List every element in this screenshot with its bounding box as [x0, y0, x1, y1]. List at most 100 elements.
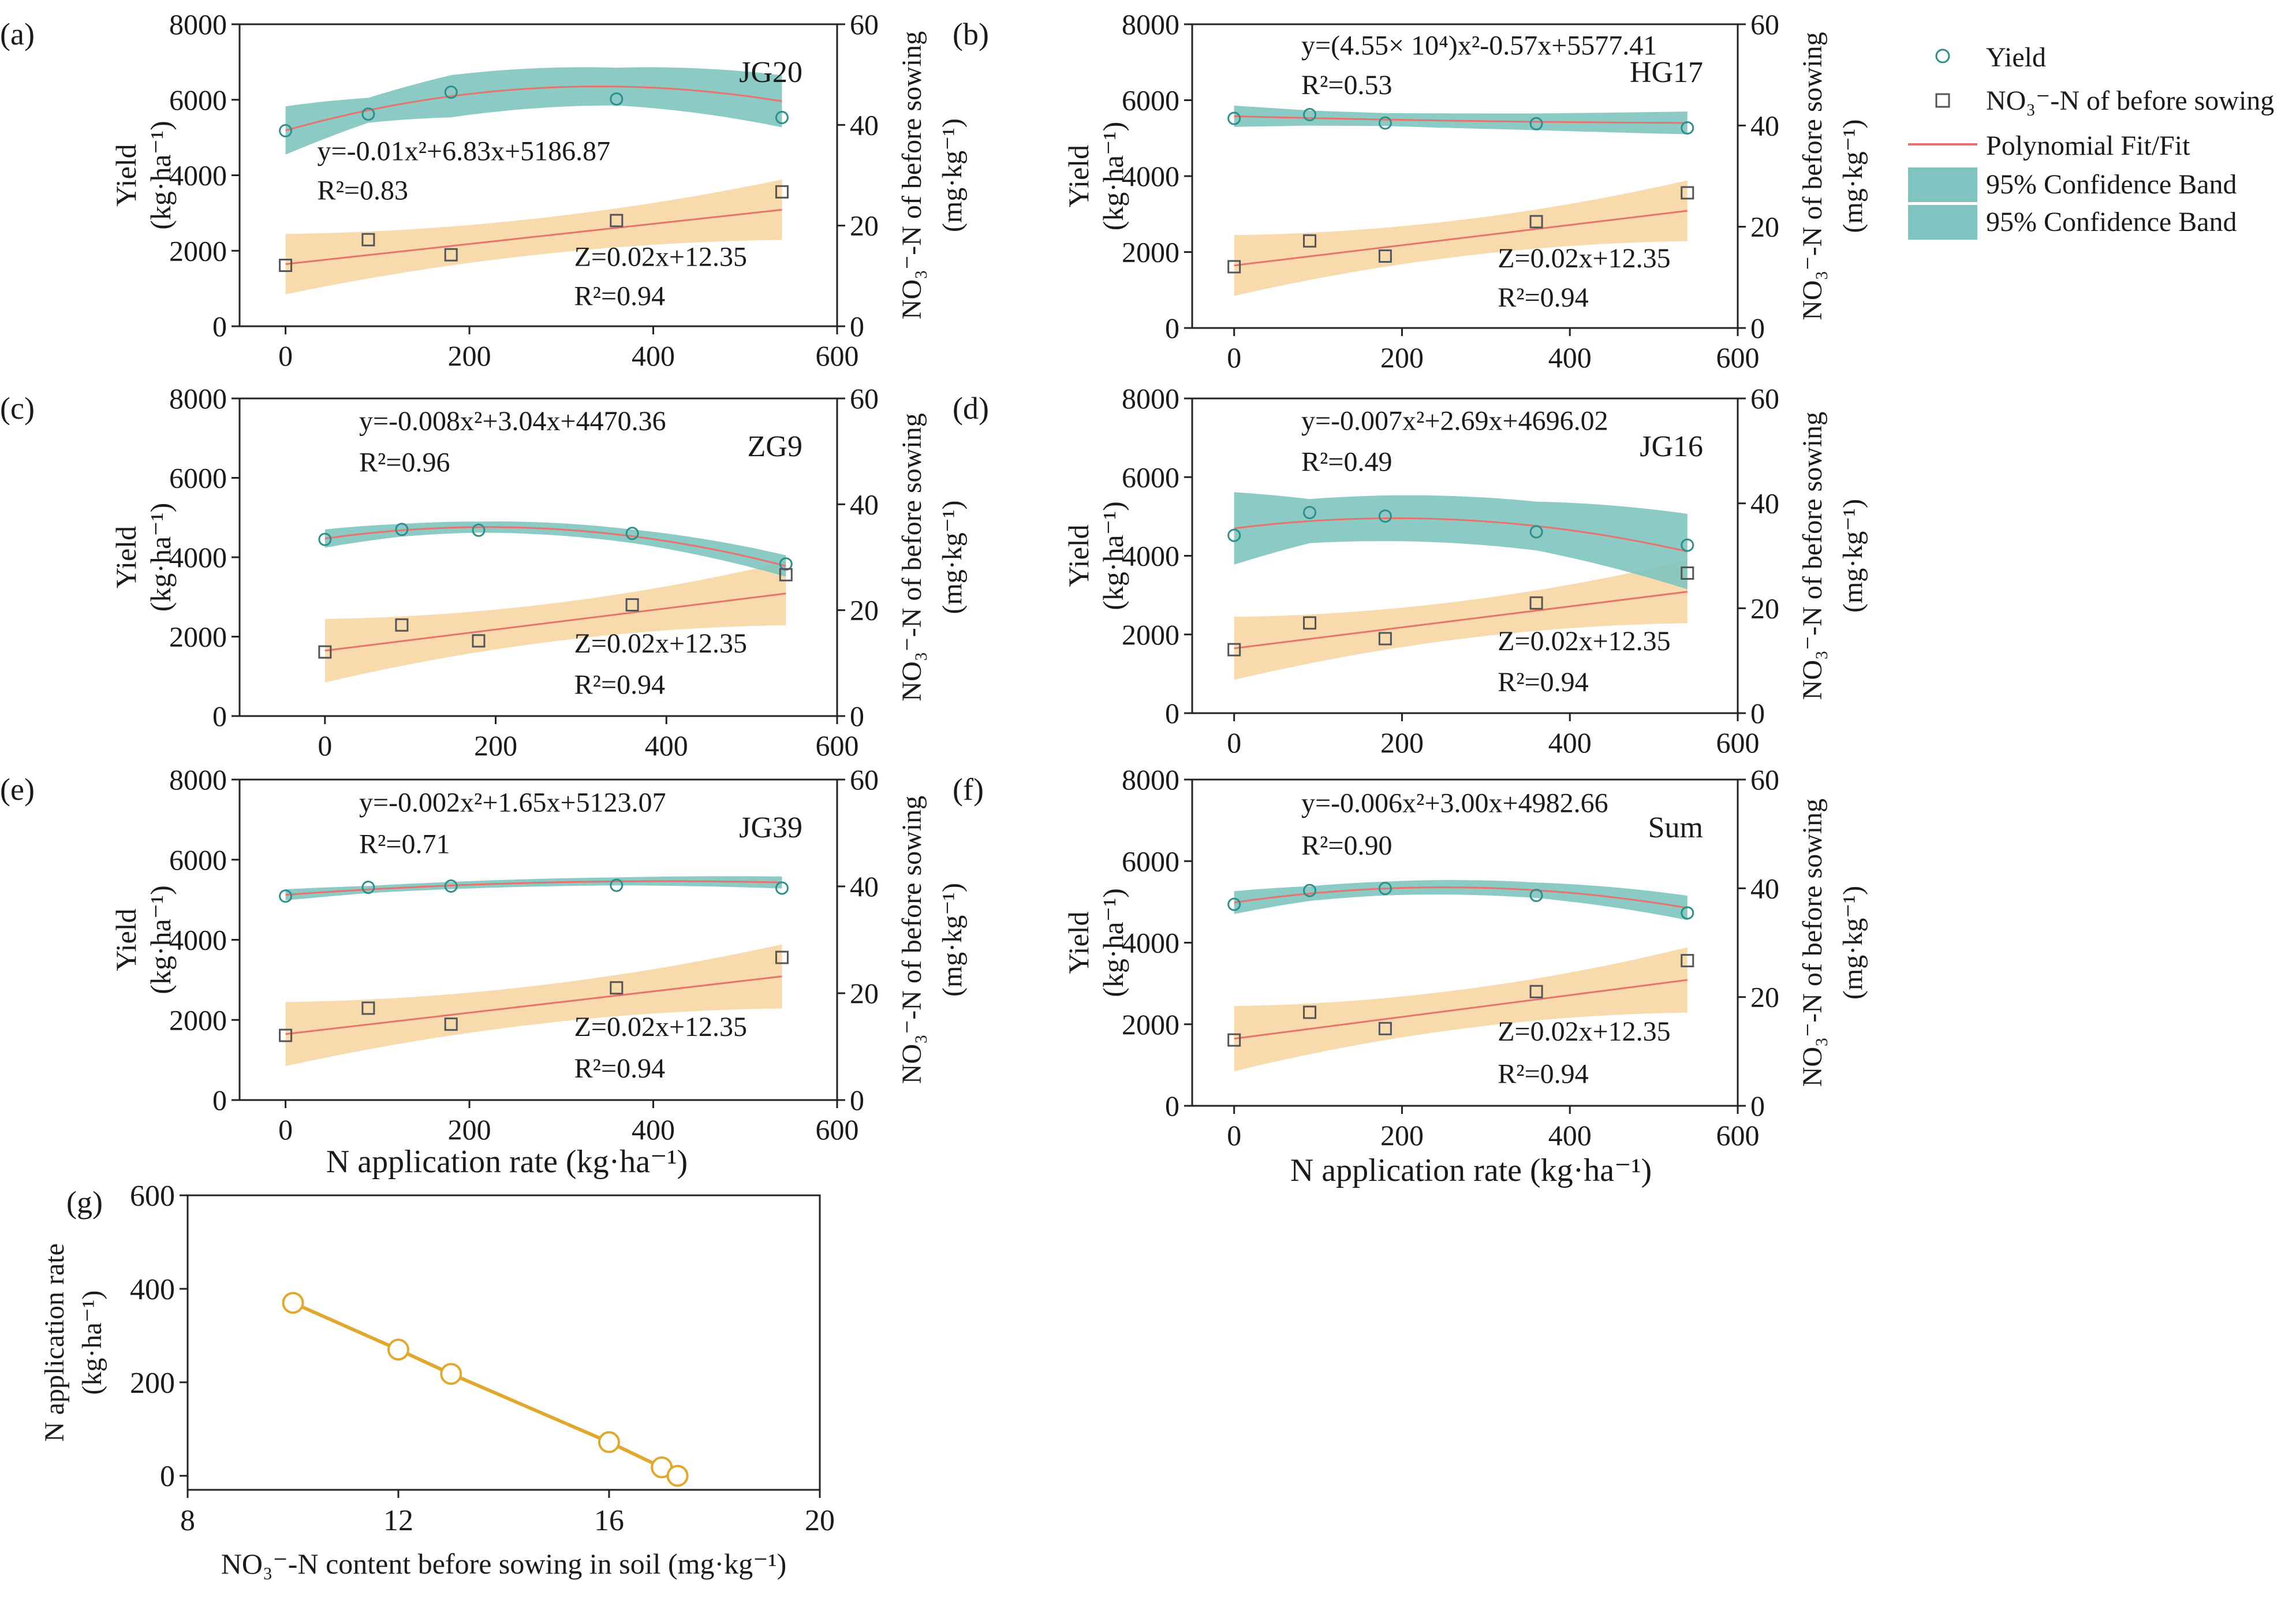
cultivar-label: JG16	[1640, 430, 1703, 463]
y-tick-label: 8000	[169, 763, 227, 796]
yield-axis-title: Yield	[1062, 524, 1095, 587]
y2-tick-label: 60	[850, 8, 879, 40]
nitrate-point	[625, 598, 639, 612]
y2-tick-label: 40	[1750, 487, 1779, 520]
yield-point	[1529, 525, 1543, 539]
threshold-line	[292, 1301, 679, 1478]
yield-fit-line	[1234, 115, 1688, 124]
y-tick-label: 0	[212, 700, 227, 732]
yield-point	[610, 92, 624, 106]
y-tick-label: 2000	[1122, 618, 1179, 651]
nitrate-equation: Z=0.02x+12.35	[1498, 243, 1670, 274]
panel-label: (e)	[0, 772, 35, 807]
yield-fit-line	[285, 85, 782, 132]
nitrate-axis-unit: (mg·kg⁻¹)	[937, 883, 968, 997]
yield-axis-unit: (kg·ha⁻¹)	[1097, 122, 1129, 231]
yield-point	[1227, 528, 1241, 542]
cultivar-label: ZG9	[748, 430, 802, 463]
panel-label: (b)	[953, 17, 989, 51]
panels-layer: 0 200 400 600020004000600080000204060Yield(…	[0, 8, 1868, 1580]
nitrate-equation: Z=0.02x+12.35	[574, 241, 747, 272]
x-tick-label: 400	[1548, 1119, 1592, 1151]
x-tick-label: 200	[448, 340, 491, 372]
yield-point	[1378, 509, 1392, 523]
x-tick-label: 600	[1716, 1119, 1760, 1151]
panel-b: 0 200 400 600020004000600080000204060Yield(…	[953, 8, 1868, 374]
nitrate-axis-unit: (mg·kg⁻¹)	[1838, 119, 1868, 233]
plot-frame	[186, 1194, 821, 1491]
nitrate-axis-title: NO₃⁻-N of before sowing	[897, 31, 927, 319]
y-tick-label: 0	[212, 1084, 227, 1116]
nitrate-point	[444, 1017, 458, 1031]
y-tick-label: 6000	[1122, 461, 1179, 493]
nitrate-point	[1303, 616, 1317, 630]
yield-axis-unit: (kg·ha⁻¹)	[1097, 501, 1129, 610]
yield-axis-title: Yield	[1062, 911, 1095, 974]
nitrate-fit-line	[1234, 591, 1688, 650]
yield-point	[1529, 117, 1543, 131]
legend-item-band1: 95% Confidence Band	[1908, 167, 2237, 202]
yield-point	[625, 527, 639, 540]
y2-tick-label: 60	[850, 763, 879, 796]
yield-axis-unit: (kg·ha⁻¹)	[144, 121, 177, 230]
x-tick-label: 8	[180, 1504, 195, 1537]
nitrate-axis-unit: (mg·kg⁻¹)	[937, 500, 968, 614]
y2-tick-label: 60	[1750, 382, 1779, 415]
yield-axis-title: Yield	[110, 144, 142, 206]
yield-confidence-band	[285, 67, 782, 155]
y-tick-label: 0	[212, 310, 227, 342]
y-tick-label: 6000	[169, 462, 227, 494]
y-axis-unit: (kg·ha⁻¹)	[77, 1291, 107, 1395]
y2-tick-label: 0	[1750, 1090, 1765, 1122]
yield-point	[1303, 883, 1317, 897]
nitrate-point	[1529, 215, 1543, 229]
x-tick-label: 600	[816, 340, 859, 372]
legend-fit-label: Polynomial Fit/Fit	[1986, 131, 2190, 161]
x-tick-label: 400	[1548, 341, 1592, 374]
panel-label: (c)	[0, 391, 35, 426]
yield-point	[472, 523, 486, 537]
y-tick-label: 6000	[1122, 84, 1179, 117]
yield-confidence-band	[1234, 105, 1688, 135]
nitrate-point	[395, 618, 409, 632]
nitrate-point	[1378, 1022, 1392, 1035]
nitrate-axis-title: NO₃⁻-N of before sowing	[897, 413, 927, 701]
x-tick-label: 400	[632, 1113, 675, 1146]
x-tick-label: 600	[816, 1113, 859, 1146]
x-axis-title-right: N application rate (kg·ha⁻¹)	[1290, 1153, 1652, 1188]
nitrate-r2: R²=0.94	[1498, 667, 1588, 698]
nitrate-point	[318, 645, 332, 659]
nitrate-r2: R²=0.94	[1498, 282, 1588, 313]
yield-point	[1529, 889, 1543, 903]
nitrate-equation: Z=0.02x+12.35	[574, 1012, 747, 1042]
y2-tick-label: 0	[850, 700, 864, 732]
yield-fit-line	[1234, 886, 1688, 909]
nitrate-r2: R²=0.94	[1498, 1058, 1588, 1089]
yield-equation: y=-0.006x²+3.00x+4982.66	[1301, 788, 1608, 819]
y-tick-label: 2000	[169, 1004, 227, 1036]
yield-r2: R²=0.53	[1301, 70, 1392, 100]
y2-tick-label: 20	[850, 977, 879, 1009]
nitrate-point	[1227, 643, 1241, 657]
panel-e: 0 200 400 600020004000600080000204060Yield(…	[0, 763, 968, 1146]
y2-tick-label: 20	[1750, 592, 1779, 624]
nitrate-point	[1378, 632, 1392, 646]
nitrate-point	[361, 233, 375, 247]
nitrate-fit-line	[1234, 979, 1688, 1040]
nitrate-point	[775, 950, 789, 964]
nitrate-point	[1227, 260, 1241, 274]
legend: Yield NO₃⁻-N of before sowing Polynomial…	[1908, 42, 2274, 240]
panel-label: (g)	[66, 1185, 103, 1220]
x-tick-label: 600	[1716, 341, 1760, 374]
yield-fit-line	[285, 880, 782, 896]
yield-confidence-band	[324, 521, 786, 577]
nitrate-r2: R²=0.94	[574, 281, 665, 311]
nitrate-point	[610, 214, 624, 228]
y2-tick-label: 40	[850, 488, 879, 520]
nitrate-axis-title: NO₃⁻-N of before sowing	[1797, 32, 1828, 320]
legend-band1-label: 95% Confidence Band	[1986, 169, 2237, 200]
y-tick-label: 4000	[1122, 540, 1179, 572]
yield-point	[1681, 121, 1694, 135]
nitrate-axis-title: NO₃⁻-N of before sowing	[1797, 799, 1828, 1087]
